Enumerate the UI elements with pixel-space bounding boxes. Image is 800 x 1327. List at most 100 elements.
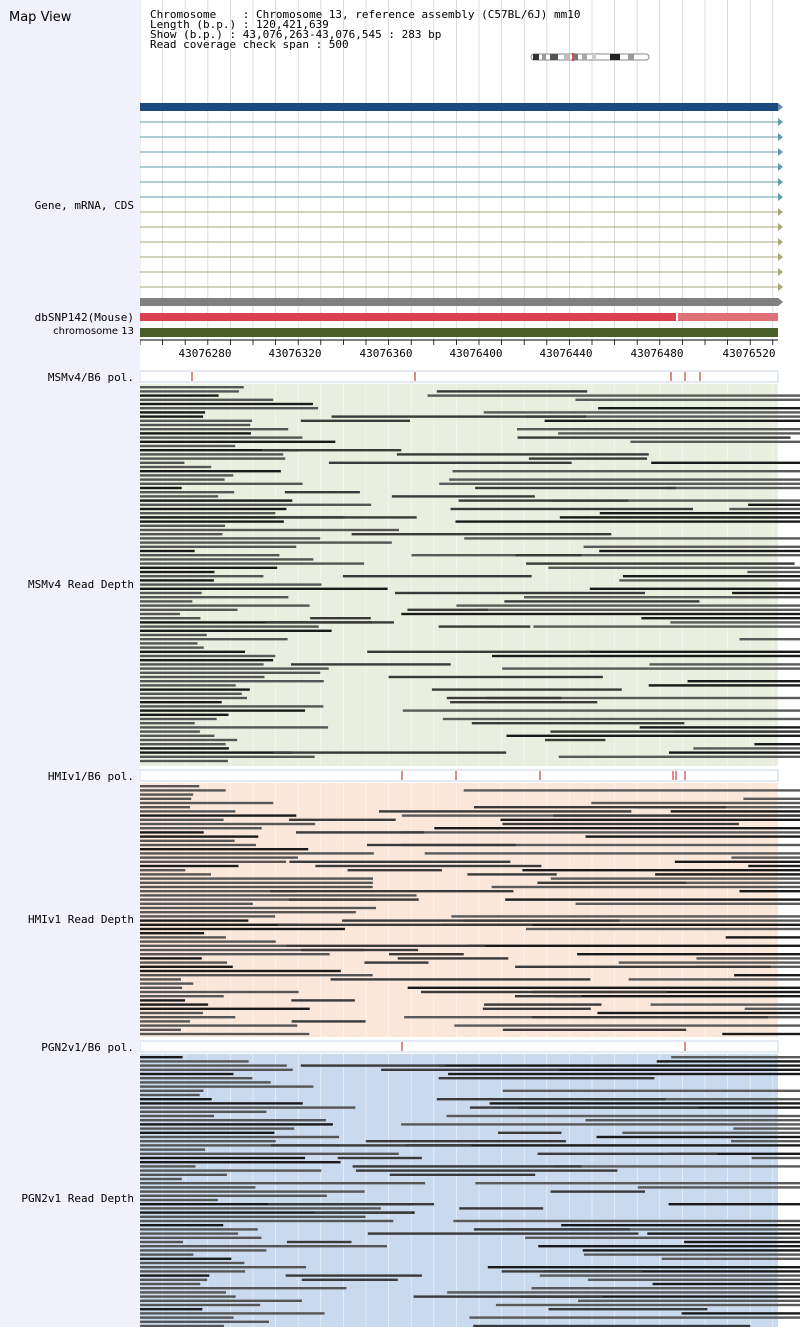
read [140,969,341,973]
read [140,1211,415,1214]
read [578,1299,800,1302]
read [450,507,694,511]
read [628,978,800,981]
read [140,965,233,968]
read [599,512,800,515]
read [140,617,201,620]
read [140,1182,426,1185]
read [140,709,306,712]
read [140,1148,206,1151]
read [347,869,442,872]
read [484,1003,602,1006]
read [140,953,330,956]
read [140,1308,203,1311]
read [265,621,394,624]
read [140,575,264,578]
read [140,629,332,632]
read [451,915,800,918]
read [140,1261,245,1265]
genome-map-plot[interactable] [140,0,800,1327]
read [140,919,249,922]
read [140,701,222,704]
read [140,1024,298,1027]
track-label-panel: Map View Gene, mRNA, CDS dbSNP142(Mouse)… [0,0,140,1327]
read [291,1020,366,1023]
read [140,948,364,952]
info-length: Length (b.p.) : 120,421,639 [150,18,329,31]
read [140,1312,325,1315]
read [270,890,514,893]
read [140,482,303,485]
strand-arrow-icon [778,193,783,201]
axis-tick-label: 43076520 [722,347,776,360]
read [140,860,287,863]
read [597,1011,800,1015]
read [140,1240,183,1244]
read [140,1165,196,1168]
read [268,1203,435,1206]
read [744,1007,800,1010]
read [140,843,256,847]
read [140,449,299,452]
read [140,864,239,868]
read [467,944,800,947]
chromosome-bar [140,328,778,337]
read [524,596,800,599]
read [140,986,183,989]
read [438,625,531,628]
read [140,478,225,481]
read [538,1245,800,1248]
read [140,1190,365,1193]
read [140,583,322,586]
read [140,1228,258,1231]
read [140,625,319,628]
read [533,625,800,628]
read [140,491,235,494]
read [453,1219,800,1223]
read [446,696,562,700]
read [140,402,313,406]
chromosome-track-label: chromosome 13 [53,326,134,337]
read [300,1064,446,1067]
read [469,1316,800,1319]
read [140,915,276,918]
read [140,554,280,557]
read [140,705,324,708]
read [140,1245,387,1248]
read [684,1240,800,1244]
strand-arrow-icon [778,103,783,111]
read [558,755,800,758]
read [140,1232,239,1235]
read [582,1249,800,1252]
read [140,1119,326,1122]
read [140,1320,269,1323]
read [140,587,388,590]
read [485,696,800,700]
read [140,1072,234,1076]
read [140,1131,275,1134]
read [389,1173,536,1176]
read [754,743,800,746]
read [495,1303,800,1307]
read [140,1194,327,1197]
read [669,1152,800,1155]
read [140,1287,347,1290]
pgn-pol-label: PGN2v1/B6 pol. [41,1041,134,1054]
read [434,827,800,830]
read [140,881,373,884]
read [140,642,198,645]
read [649,663,800,666]
read [575,398,800,401]
read [639,726,800,729]
read [450,701,598,704]
read [455,520,800,523]
read [140,822,316,826]
read [668,751,800,754]
read [473,1324,751,1327]
read [548,1308,708,1311]
axis-tick-label: 43076400 [449,347,503,360]
info-span: Read coverage check span : 500 [150,38,349,51]
read [637,1186,800,1189]
read [140,1173,227,1176]
page-title: Map View [9,10,72,25]
